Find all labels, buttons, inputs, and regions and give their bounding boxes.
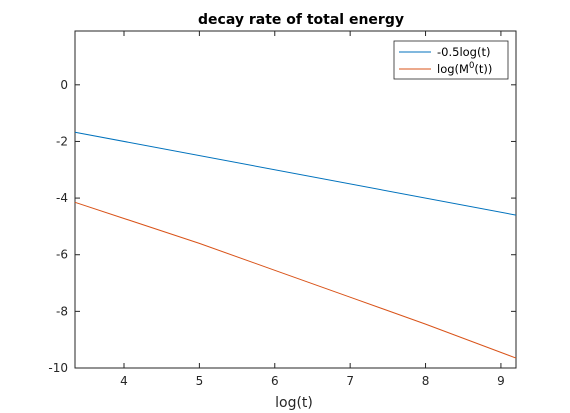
legend-label-series-2-tail: (t)) [474,62,492,76]
x-axis: 4 5 6 7 8 9 [120,31,505,388]
x-tick-label: 4 [120,374,128,388]
legend: -0.5log(t) log(M0(t)) [393,40,509,80]
x-tick-label: 5 [196,374,204,388]
x-axis-label: log(t) [275,395,313,411]
legend-label-series-2: log(M0(t)) [437,61,492,76]
series-line-2 [74,201,517,359]
y-tick-label: -8 [56,304,68,318]
chart-title: decay rate of total energy [198,12,404,28]
y-tick-label: -4 [56,191,68,205]
y-tick-label: 0 [60,78,68,92]
legend-label-series-1: -0.5log(t) [437,45,490,59]
y-tick-label: -2 [56,134,68,148]
series-line-1 [74,131,517,216]
legend-label-series-2-base: log(M [437,62,469,76]
y-tick-label: -6 [56,248,68,262]
plot-frame [74,30,517,369]
x-tick-label: 6 [271,374,279,388]
x-tick-label: 7 [346,374,354,388]
legend-box [393,40,509,80]
legend-label-series-2-sup: 0 [469,61,474,71]
y-tick-label: -10 [48,361,68,375]
series-layer [74,131,517,359]
plot-area [74,30,517,369]
y-axis: -10 -8 -6 -4 -2 0 [48,78,516,375]
x-tick-label: 8 [422,374,430,388]
x-tick-label: 9 [497,374,505,388]
